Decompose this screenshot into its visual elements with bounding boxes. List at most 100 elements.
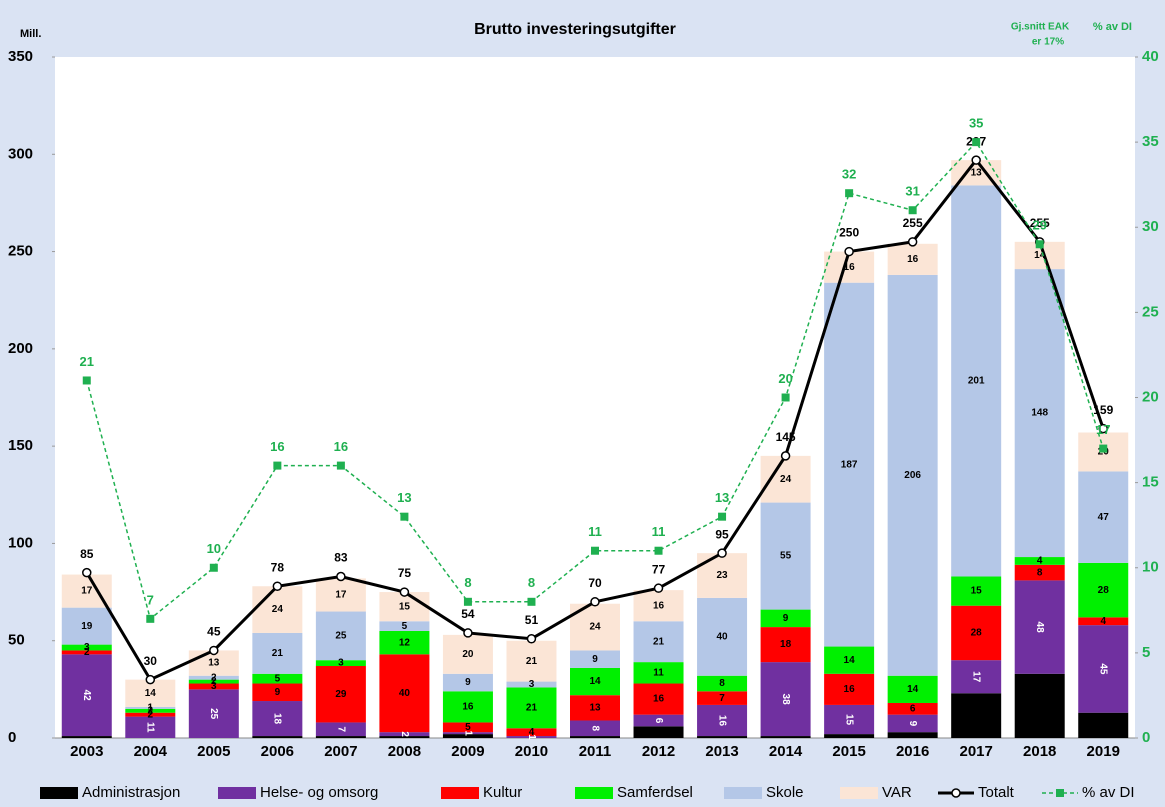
y-tick-label: 0 <box>8 729 16 746</box>
y-tick-label: 350 <box>8 48 33 65</box>
total-label: 145 <box>776 430 796 444</box>
total-label: 54 <box>461 607 475 621</box>
segment-label: 17 <box>81 586 93 597</box>
marker <box>591 546 599 555</box>
bar-segment <box>633 726 684 738</box>
x-tick-label: 2012 <box>642 743 675 760</box>
bar-segment <box>760 502 811 610</box>
bar-segment <box>887 732 938 738</box>
marker <box>272 581 283 591</box>
bar-segment <box>697 691 748 705</box>
bar-segment <box>315 611 366 661</box>
bar-segment <box>252 673 303 684</box>
legend-swatch <box>575 787 613 799</box>
segment-label: 201 <box>968 376 985 387</box>
bar-segment <box>379 621 430 631</box>
pct-label: 31 <box>905 184 919 199</box>
segment-label: 16 <box>844 684 856 695</box>
legend-swatch <box>840 787 878 799</box>
segment-label: 8 <box>1037 567 1043 578</box>
x-tick-label: 2014 <box>769 743 803 760</box>
segment-label: 28 <box>971 628 983 639</box>
bar-segment <box>125 708 176 713</box>
pct-label: 21 <box>80 354 94 369</box>
legend-swatch <box>441 787 479 799</box>
bar-segment <box>188 675 239 680</box>
legend-marker <box>1056 789 1064 797</box>
y2-tick-label: 30 <box>1142 218 1159 235</box>
bar-segment <box>315 722 366 737</box>
marker <box>336 571 346 582</box>
segment-label: 21 <box>526 656 538 667</box>
bar-segment <box>252 701 303 737</box>
marker <box>845 189 854 198</box>
bar-segment <box>1078 562 1129 618</box>
x-tick-label: 2013 <box>705 743 738 760</box>
total-label: 255 <box>903 216 923 230</box>
bar-segment <box>252 632 303 674</box>
annotation: er 17% <box>1032 37 1064 48</box>
bar-segment <box>379 630 430 655</box>
pct-label: 11 <box>588 524 602 539</box>
segment-label: 2 <box>211 672 217 683</box>
bar-segment <box>824 734 875 738</box>
bar-segment <box>951 576 1002 606</box>
marker <box>336 461 345 470</box>
bar-segment <box>824 251 875 283</box>
segment-label: 14 <box>907 684 919 695</box>
bar-segment <box>570 736 620 738</box>
segment-label: 21 <box>653 636 665 647</box>
bar-segment <box>887 714 938 733</box>
bar-segment <box>887 702 938 715</box>
x-tick-label: 2010 <box>515 743 548 760</box>
total-label: 85 <box>80 547 94 561</box>
bar-segment <box>61 654 112 737</box>
segment-label: 2 <box>211 676 217 687</box>
bar-segment <box>442 691 493 723</box>
segment-label: 7 <box>719 693 725 704</box>
total-label: 30 <box>144 654 158 668</box>
pct-label: 16 <box>270 439 284 454</box>
marker <box>1035 240 1044 249</box>
segment-label: 1 <box>526 734 537 740</box>
bar-segment <box>633 683 684 715</box>
marker <box>209 645 219 656</box>
marker <box>717 548 727 558</box>
bar-segment <box>570 695 620 721</box>
segment-label: 5 <box>402 621 408 632</box>
y2-tick-label: 15 <box>1142 474 1159 491</box>
segment-label: 16 <box>907 254 919 265</box>
segment-label: 24 <box>589 622 601 633</box>
pct-label: 11 <box>652 524 666 539</box>
segment-label: 12 <box>399 637 411 648</box>
marker <box>82 376 91 385</box>
marker <box>781 393 790 402</box>
y2-tick-label: 0 <box>1142 729 1150 746</box>
bar-segment <box>824 282 875 647</box>
marker <box>463 628 473 638</box>
marker <box>527 597 536 606</box>
bar-segment <box>1014 557 1065 565</box>
bar-segment <box>951 693 1002 738</box>
legend-marker <box>951 788 961 798</box>
total-label: 250 <box>839 226 859 240</box>
bar-segment <box>1078 625 1129 713</box>
segment-label: 15 <box>843 714 854 726</box>
x-tick-label: 2004 <box>134 743 168 760</box>
marker <box>209 563 218 572</box>
bar-segment <box>315 666 366 723</box>
legend-swatch <box>218 787 256 799</box>
bar-segment <box>633 590 684 622</box>
bar-segment <box>252 683 303 702</box>
bar-segment <box>951 605 1002 661</box>
segment-label: 2 <box>148 705 154 716</box>
y-tick-label: 50 <box>8 632 25 649</box>
segment-label: 25 <box>208 708 219 720</box>
segment-label: 3 <box>211 681 217 692</box>
segment-label: 3 <box>338 658 344 669</box>
marker <box>653 583 664 593</box>
legend-label: % av DI <box>1082 784 1135 801</box>
legend-label: Samferdsel <box>617 784 693 801</box>
segment-label: 24 <box>272 604 284 615</box>
bar-segment <box>1078 471 1129 563</box>
